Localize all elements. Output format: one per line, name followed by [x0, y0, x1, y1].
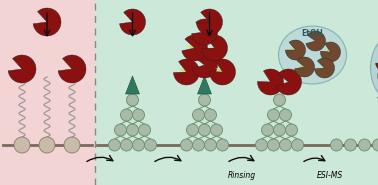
Circle shape — [330, 139, 342, 151]
Circle shape — [256, 139, 268, 151]
Wedge shape — [321, 42, 341, 62]
Circle shape — [204, 139, 217, 151]
Circle shape — [181, 139, 192, 151]
Wedge shape — [33, 8, 61, 36]
Bar — [0, 0, 94, 185]
Wedge shape — [197, 9, 223, 35]
Bar — [94, 0, 378, 185]
Wedge shape — [182, 35, 208, 61]
Circle shape — [39, 137, 55, 153]
Circle shape — [144, 139, 156, 151]
Wedge shape — [119, 9, 146, 35]
Circle shape — [358, 139, 370, 151]
Wedge shape — [174, 59, 200, 85]
Circle shape — [291, 139, 304, 151]
Polygon shape — [197, 76, 212, 94]
Polygon shape — [215, 68, 221, 72]
Wedge shape — [209, 59, 235, 85]
Polygon shape — [289, 47, 294, 50]
Circle shape — [279, 139, 291, 151]
Circle shape — [64, 137, 80, 153]
Circle shape — [268, 109, 279, 121]
Circle shape — [274, 94, 285, 106]
Circle shape — [115, 124, 127, 136]
Wedge shape — [295, 57, 314, 77]
Polygon shape — [125, 76, 139, 94]
Wedge shape — [314, 58, 335, 78]
Circle shape — [127, 124, 138, 136]
Wedge shape — [192, 52, 217, 78]
Circle shape — [211, 124, 223, 136]
Circle shape — [138, 124, 150, 136]
Circle shape — [133, 109, 144, 121]
Circle shape — [14, 137, 30, 153]
Circle shape — [372, 139, 378, 151]
Ellipse shape — [279, 26, 347, 84]
Circle shape — [198, 124, 211, 136]
Wedge shape — [201, 35, 228, 61]
Circle shape — [192, 139, 204, 151]
Circle shape — [186, 124, 198, 136]
Circle shape — [217, 139, 228, 151]
Circle shape — [204, 109, 217, 121]
Circle shape — [127, 94, 138, 106]
Text: Rinsing: Rinsing — [228, 171, 256, 179]
Circle shape — [198, 94, 211, 106]
Ellipse shape — [370, 32, 378, 104]
Text: ESI-MS: ESI-MS — [317, 171, 343, 179]
Wedge shape — [306, 31, 325, 51]
Polygon shape — [178, 68, 185, 72]
Circle shape — [285, 124, 297, 136]
Wedge shape — [276, 69, 302, 95]
Polygon shape — [298, 65, 303, 67]
Wedge shape — [376, 52, 378, 72]
Circle shape — [121, 109, 133, 121]
Circle shape — [108, 139, 121, 151]
Circle shape — [192, 109, 204, 121]
Text: EtOH: EtOH — [302, 29, 324, 38]
Wedge shape — [285, 40, 305, 60]
Circle shape — [279, 109, 291, 121]
Circle shape — [268, 139, 279, 151]
Circle shape — [344, 139, 356, 151]
Circle shape — [133, 139, 144, 151]
Wedge shape — [192, 19, 217, 45]
Wedge shape — [8, 55, 36, 83]
Circle shape — [121, 139, 133, 151]
Wedge shape — [257, 69, 284, 95]
Polygon shape — [324, 48, 330, 52]
Wedge shape — [58, 55, 86, 83]
Circle shape — [274, 124, 285, 136]
Circle shape — [262, 124, 274, 136]
Polygon shape — [186, 46, 193, 48]
